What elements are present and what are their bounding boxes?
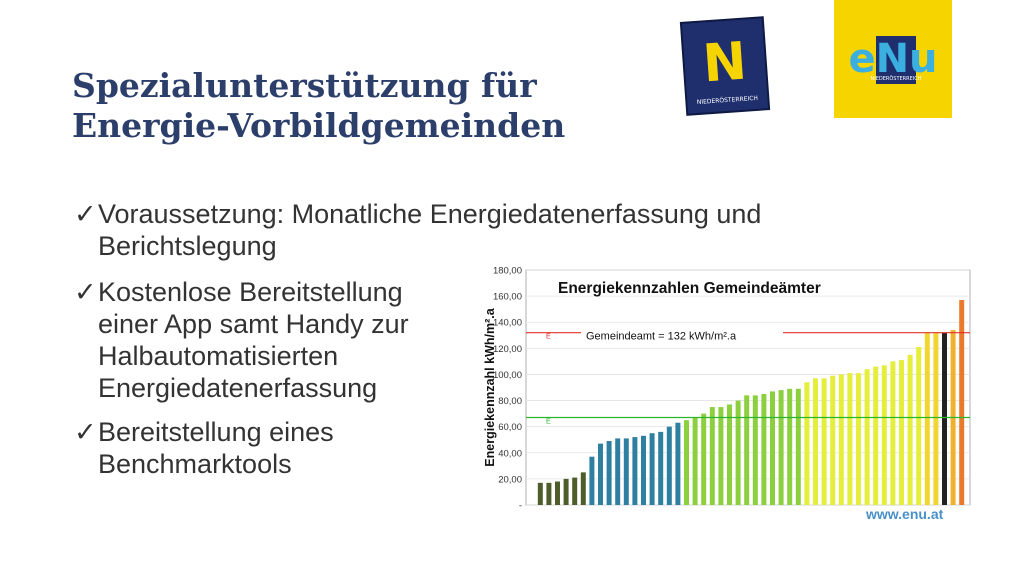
bar xyxy=(838,374,844,505)
bar xyxy=(761,394,767,505)
bar xyxy=(546,482,552,505)
bullet-text: Benchmarktools xyxy=(98,449,292,479)
y-tick-label: 120,00 xyxy=(493,344,522,355)
footer-url: www.enu.at xyxy=(866,506,944,522)
bar xyxy=(641,435,646,505)
bullet-item: ✓ Voraussetzung: Monatliche Energiedaten… xyxy=(74,198,914,262)
y-tick-label: 180,00 xyxy=(493,266,522,277)
bullet-text: Voraussetzung: Monatliche Energiedatener… xyxy=(98,199,762,229)
bar xyxy=(598,443,603,505)
bar xyxy=(606,441,612,505)
bar xyxy=(959,300,965,505)
bar xyxy=(555,481,560,505)
check-icon: ✓ xyxy=(74,417,97,447)
bar xyxy=(899,360,904,505)
bar xyxy=(864,369,870,505)
bar xyxy=(813,378,818,505)
annotation-box xyxy=(581,326,783,345)
noe-logo-letter: N xyxy=(701,32,749,95)
enu-logo-word: eNu xyxy=(848,36,937,82)
bar xyxy=(778,390,784,505)
bar xyxy=(873,366,879,505)
bar xyxy=(830,375,836,505)
bar xyxy=(537,482,543,505)
bar xyxy=(684,420,689,505)
bar xyxy=(942,332,947,505)
bar xyxy=(632,437,638,505)
bar xyxy=(752,395,758,505)
y-tick-label: 20,00 xyxy=(498,474,522,485)
y-tick-label: 40,00 xyxy=(498,448,522,459)
bar xyxy=(933,332,939,505)
enu-logo: eNu NIEDERÖSTERREICH xyxy=(834,0,952,118)
bar xyxy=(821,378,827,505)
bar xyxy=(580,472,586,505)
y-tick-label: 60,00 xyxy=(498,422,522,433)
bar xyxy=(563,478,569,505)
bullet-item: ✓ Kostenlose Bereitstellung einer App sa… xyxy=(74,276,498,404)
bullet-text: Bereitstellung eines xyxy=(98,417,334,447)
bar xyxy=(675,422,681,505)
bar xyxy=(572,477,578,505)
enu-logo-subtext: NIEDERÖSTERREICH xyxy=(870,75,921,82)
bar xyxy=(658,431,664,505)
check-icon: ✓ xyxy=(74,277,97,307)
bar xyxy=(692,417,698,505)
bar xyxy=(804,382,810,505)
bar xyxy=(907,354,913,505)
bar xyxy=(881,365,887,505)
slide-title: Spezialunterstützung für Energie-Vorbild… xyxy=(72,66,632,146)
reference-line-marker: E xyxy=(546,334,551,341)
chart-title: Energiekennzahlen Gemeindeämter xyxy=(558,280,821,297)
bar xyxy=(649,433,655,505)
bar xyxy=(623,438,629,505)
bar xyxy=(727,404,732,505)
y-tick-label: 160,00 xyxy=(493,292,522,303)
bullet-text: Halbautomatisierten xyxy=(98,341,339,371)
bar xyxy=(589,456,595,505)
bullet-text: einer App samt Handy zur xyxy=(98,309,409,339)
bar xyxy=(795,388,801,505)
title-line-1: Spezialunterstützung für xyxy=(72,66,537,105)
reference-line-marker: E xyxy=(546,419,551,426)
y-axis-label: Energiekennzahl kWh/m².a xyxy=(483,307,497,466)
y-tick-label: - xyxy=(519,501,522,512)
bar xyxy=(666,426,672,505)
bullet-text: Kostenlose Bereitstellung xyxy=(98,277,403,307)
bar xyxy=(924,332,930,505)
bullet-list: ✓ Voraussetzung: Monatliche Energiedaten… xyxy=(74,198,914,480)
bar xyxy=(718,407,724,505)
bar xyxy=(744,395,750,505)
chart-canvas: - 20,00 40,00 60,00 80,00 100,00 120,00 140,00 1… xyxy=(483,266,971,512)
bar xyxy=(701,413,707,505)
bar xyxy=(890,361,896,505)
bullet-text: Energiedatenerfassung xyxy=(98,373,378,403)
bar xyxy=(787,388,793,505)
bar xyxy=(615,438,621,505)
niederoesterreich-logo: N NIEDERÖSTERREICH xyxy=(679,16,771,116)
bullet-text: Berichtslegung xyxy=(98,231,277,261)
y-tick-label: 140,00 xyxy=(493,318,522,329)
benchmark-chart: - 20,00 40,00 60,00 80,00 100,00 120,00 140,00 1… xyxy=(470,262,976,520)
annotation-text: Gemeindeamt = 132 kWh/m².a xyxy=(586,331,737,343)
bar xyxy=(856,373,861,505)
bar xyxy=(916,347,922,505)
y-tick-label: 80,00 xyxy=(498,396,522,407)
y-tick-label: 100,00 xyxy=(493,370,522,381)
bar xyxy=(709,407,715,505)
title-line-2: Energie-Vorbildgemeinden xyxy=(72,106,566,145)
check-icon: ✓ xyxy=(74,199,97,229)
bar xyxy=(847,373,853,505)
noe-logo-text: NIEDERÖSTERREICH xyxy=(697,95,759,106)
bullet-item: ✓ Bereitstellung eines Benchmarktools xyxy=(74,416,498,480)
bar xyxy=(770,391,775,505)
bar xyxy=(735,400,741,505)
